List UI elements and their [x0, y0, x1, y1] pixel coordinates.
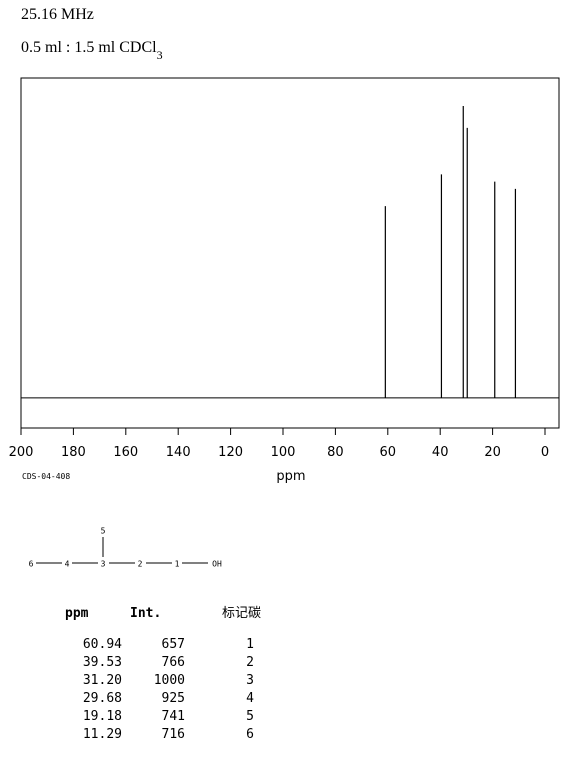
table-cell: 3	[246, 673, 254, 688]
frequency: 25.16 MHz	[21, 6, 94, 23]
atom-label: 5	[101, 527, 106, 536]
x-tick-label: 40	[432, 445, 449, 460]
table-cell: 766	[162, 655, 185, 670]
table-cell: 4	[246, 691, 254, 706]
atom-label: 2	[138, 560, 143, 569]
table-cell: 6	[246, 727, 254, 742]
x-tick-label: 160	[113, 445, 138, 460]
x-tick-label: 80	[327, 445, 344, 460]
table-cell: 2	[246, 655, 254, 670]
table-cell: 60.94	[83, 637, 122, 652]
table-header: Int.	[130, 606, 161, 621]
table-cell: 31.20	[83, 673, 122, 688]
x-tick-label: 100	[271, 445, 296, 460]
structure	[36, 537, 208, 564]
atom-label: OH	[212, 560, 222, 569]
table-header: 标记碳	[222, 606, 261, 621]
table-cell: 39.53	[83, 655, 122, 670]
x-tick-label: 0	[541, 445, 549, 460]
table-cell: 1000	[154, 673, 185, 688]
table-cell: 5	[246, 709, 254, 724]
x-tick-label: 120	[218, 445, 243, 460]
solvent-text: 0.5 ml : 1.5 ml CDCl	[21, 39, 157, 56]
table-cell: 716	[162, 727, 185, 742]
table-cell: 741	[162, 709, 185, 724]
x-tick-label: 200	[9, 445, 34, 460]
table-cell: 29.68	[83, 691, 122, 706]
x-axis-label: ppm	[276, 469, 305, 484]
x-tick-label: 60	[380, 445, 397, 460]
atom-label: 3	[101, 560, 106, 569]
table-header: ppm	[65, 606, 89, 621]
table-cell: 19.18	[83, 709, 122, 724]
table-cell: 1	[246, 637, 254, 652]
spectrum-code: CDS-04-408	[22, 472, 70, 481]
x-tick-label: 20	[484, 445, 501, 460]
solvent-subscript: 3	[157, 48, 163, 62]
table-cell: 657	[162, 637, 185, 652]
plot-frame	[20, 77, 560, 429]
solvent: 0.5 ml : 1.5 ml CDCl3	[21, 39, 163, 62]
x-tick-label: 180	[61, 445, 86, 460]
x-tick-label: 140	[166, 445, 191, 460]
atom-label: 1	[175, 560, 180, 569]
atom-label: 6	[29, 560, 34, 569]
table-cell: 11.29	[83, 727, 122, 742]
table-cell: 925	[162, 691, 185, 706]
atom-label: 4	[65, 560, 70, 569]
